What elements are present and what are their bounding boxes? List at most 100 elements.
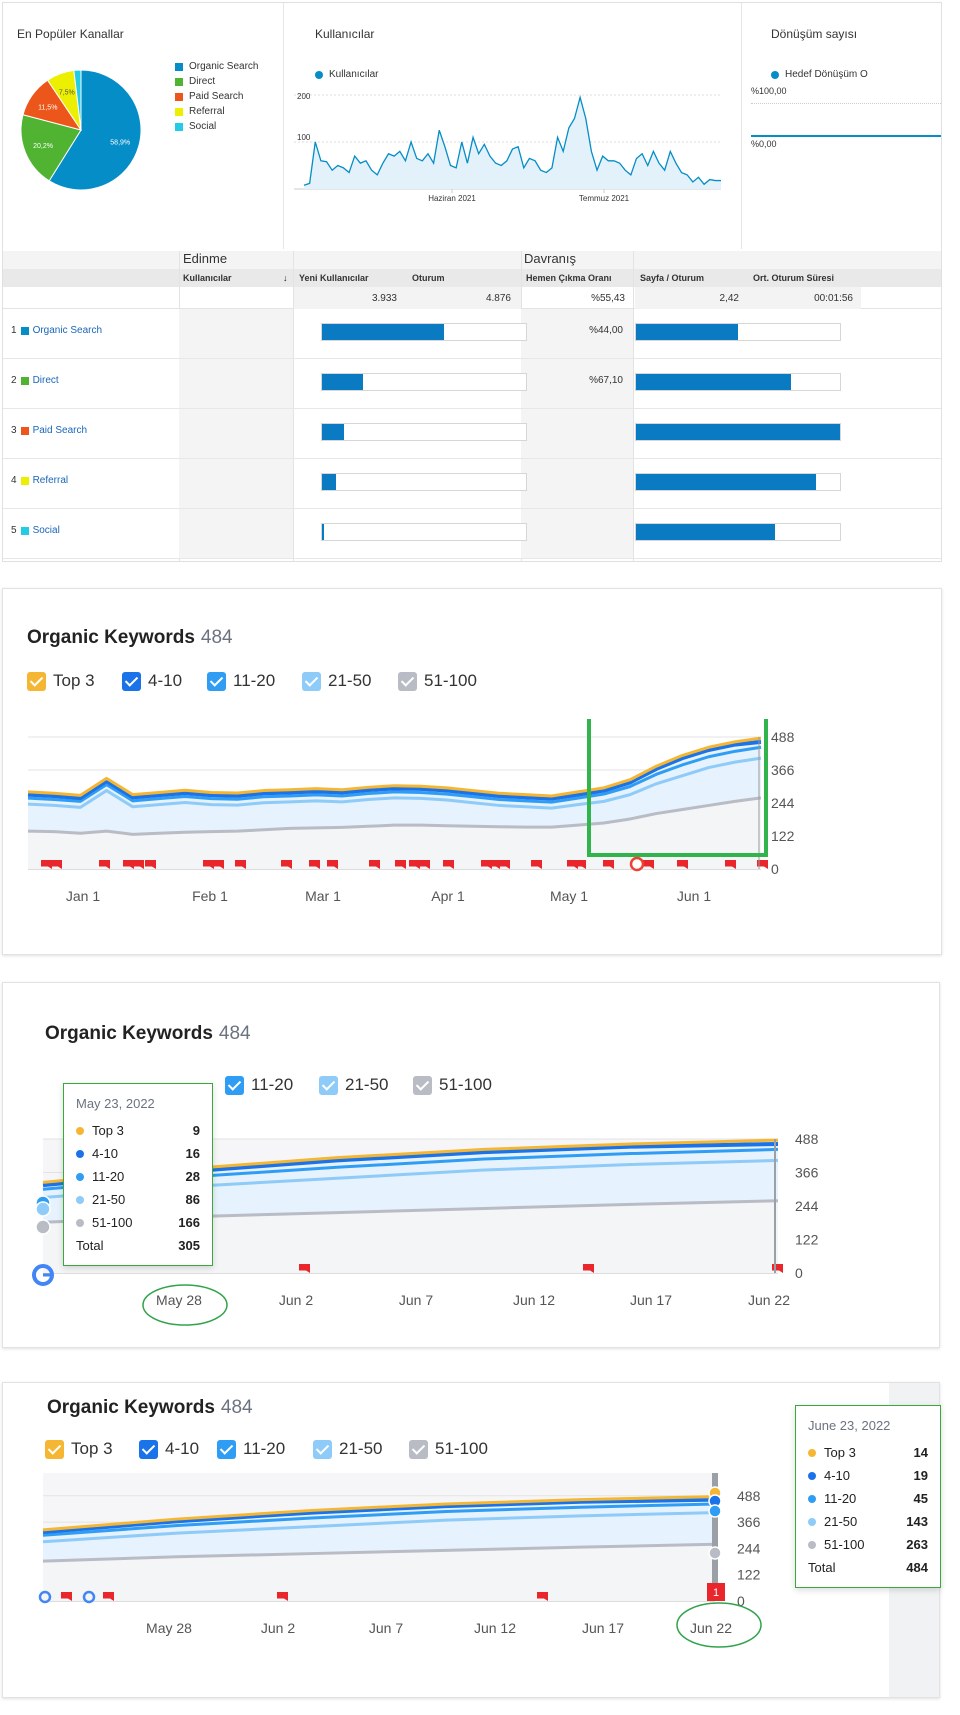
checkbox-check-icon (409, 1439, 428, 1459)
event-flag-icon[interactable] (575, 860, 586, 869)
tooltip-row: 51-100 263 (808, 1533, 928, 1556)
bar-fill (322, 324, 445, 340)
event-flag-icon[interactable] (677, 860, 688, 869)
pie-slice-direct[interactable] (20, 114, 82, 182)
series-line-51-100[interactable] (27, 796, 762, 836)
keyword-count: 484 (200, 627, 233, 648)
table-row[interactable]: 1 Organic Search (11, 325, 102, 336)
event-flag-icon[interactable] (489, 860, 500, 869)
event-flag-icon[interactable] (99, 860, 110, 869)
col-new-users[interactable]: Yeni Kullanıcılar (299, 273, 369, 283)
event-flag-icon[interactable] (299, 1264, 310, 1273)
channel-link[interactable]: Direct (32, 375, 59, 386)
checkbox-21-50[interactable]: 21-50 (313, 1439, 382, 1459)
x-tick-label: Temmuz 2021 (579, 194, 630, 203)
pie-legend-item[interactable]: Paid Search (175, 91, 243, 102)
event-flag-icon[interactable] (443, 860, 454, 869)
col-users[interactable]: Kullanıcılar (183, 273, 232, 283)
users-line[interactable] (303, 94, 721, 186)
pie-slice-social[interactable] (73, 69, 82, 131)
tooltip-total-value: 305 (178, 1238, 200, 1253)
event-flag-icon[interactable] (203, 860, 214, 869)
event-flag-icon[interactable] (499, 860, 510, 869)
event-flag-icon[interactable] (51, 860, 62, 869)
pie-slice-organic-search[interactable] (48, 69, 142, 191)
event-flag-icon[interactable] (123, 860, 134, 869)
series-line-top-3[interactable] (42, 1495, 716, 1532)
event-flag-icon[interactable] (145, 860, 156, 869)
event-flag-icon[interactable] (537, 1592, 548, 1601)
col-avg-session-duration[interactable]: Ort. Oturum Süresi (753, 273, 835, 283)
checkbox-51-100[interactable]: 51-100 (409, 1439, 488, 1459)
series-line-21-50[interactable] (27, 756, 762, 810)
google-update-icon[interactable] (82, 1590, 96, 1604)
pie-legend-item[interactable]: Referral (175, 106, 225, 117)
event-flag-icon[interactable] (309, 860, 320, 869)
line-legend[interactable]: Kullanıcılar (315, 69, 378, 80)
event-flag-icon[interactable] (61, 1592, 72, 1601)
series-line-11-20[interactable] (42, 1502, 716, 1537)
checkbox-51-100[interactable]: 51-100 (398, 671, 477, 691)
event-flag-icon[interactable] (725, 860, 736, 869)
checkbox-top-3[interactable]: Top 3 (45, 1439, 113, 1459)
col-sessions[interactable]: Oturum (412, 273, 445, 283)
conversion-legend[interactable]: Hedef Dönüşüm O (771, 69, 868, 80)
event-flag-icon[interactable] (235, 860, 246, 869)
sort-arrow-icon[interactable]: ↓ (283, 273, 288, 283)
event-flag-icon[interactable] (213, 860, 224, 869)
col-bounce-rate[interactable]: Hemen Çıkma Oranı (526, 273, 612, 283)
checkbox-4-10[interactable]: 4-10 (122, 671, 182, 691)
google-update-icon[interactable] (38, 1590, 52, 1604)
col-pages-per-session[interactable]: Sayfa / Oturum (640, 273, 705, 283)
event-flag-icon[interactable] (409, 860, 420, 869)
keywords-area-fill-low (28, 797, 761, 869)
table-row[interactable]: 3 Paid Search (11, 425, 87, 436)
event-flag-icon[interactable] (583, 1264, 594, 1273)
event-flag-icon[interactable] (419, 860, 430, 869)
event-flag-icon[interactable] (327, 860, 338, 869)
new-users-bar (321, 523, 527, 541)
event-flag-icon[interactable] (133, 860, 144, 869)
event-flag-icon[interactable] (281, 860, 292, 869)
series-line-4-10[interactable] (27, 739, 762, 801)
event-flag-icon[interactable] (369, 860, 380, 869)
checkbox-top-3[interactable]: Top 3 (27, 671, 95, 691)
checkbox-11-20[interactable]: 11-20 (217, 1439, 285, 1459)
google-update-icon[interactable] (629, 856, 645, 872)
checkbox-11-20[interactable]: 11-20 (207, 671, 275, 691)
event-flag-icon[interactable] (757, 860, 768, 869)
google-update-icon[interactable] (32, 1264, 54, 1286)
channel-link[interactable]: Organic Search (32, 325, 103, 336)
channel-link[interactable]: Referral (32, 475, 69, 486)
pie-legend-item[interactable]: Social (175, 121, 216, 132)
series-line-top-3[interactable] (27, 736, 762, 798)
table-row[interactable]: 4 Referral (11, 475, 68, 486)
event-flag-icon[interactable] (395, 860, 406, 869)
x-tick-label: Feb 1 (192, 888, 228, 904)
channel-link[interactable]: Paid Search (32, 425, 88, 436)
flag-count-badge[interactable]: 1 (707, 1583, 725, 1601)
event-flag-icon[interactable] (103, 1592, 114, 1601)
checkbox-21-50[interactable]: 21-50 (319, 1075, 388, 1095)
event-flag-icon[interactable] (643, 860, 654, 869)
series-line-4-10[interactable] (42, 1497, 716, 1534)
table-row[interactable]: 2 Direct (11, 375, 59, 386)
checkbox-51-100[interactable]: 51-100 (413, 1075, 492, 1095)
x-tick-label: Mar 1 (305, 888, 341, 904)
series-line-51-100[interactable] (42, 1542, 716, 1563)
event-flag-icon[interactable] (277, 1592, 288, 1601)
series-line-11-20[interactable] (27, 745, 762, 804)
event-flag-icon[interactable] (603, 860, 614, 869)
table-row[interactable]: 5 Social (11, 525, 60, 536)
checkbox-21-50[interactable]: 21-50 (302, 671, 371, 691)
event-flag-icon[interactable] (41, 860, 52, 869)
row-rank: 1 (11, 325, 17, 336)
checkbox-11-20[interactable]: 11-20 (225, 1075, 293, 1095)
line-legend-label: Kullanıcılar (329, 69, 379, 80)
pie-legend-item[interactable]: Organic Search (175, 61, 258, 72)
checkbox-4-10[interactable]: 4-10 (139, 1439, 199, 1459)
series-line-21-50[interactable] (42, 1511, 716, 1544)
pie-legend-item[interactable]: Direct (175, 76, 215, 87)
channel-link[interactable]: Social (32, 525, 60, 536)
event-flag-icon[interactable] (531, 860, 542, 869)
